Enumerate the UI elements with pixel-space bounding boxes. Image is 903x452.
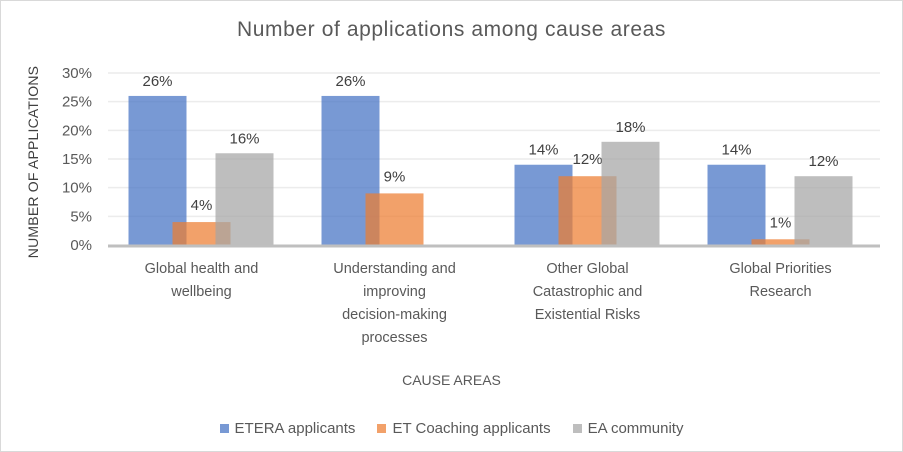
x-tick-label-line: processes xyxy=(361,330,428,346)
bar xyxy=(128,95,187,245)
data-label: 12% xyxy=(572,151,602,168)
x-tick-label: Understanding and improving decision-makin… xyxy=(310,258,480,350)
legend-item: ETERA applicants xyxy=(219,420,356,437)
data-label: 4% xyxy=(191,197,213,214)
legend-item: ET Coaching applicants xyxy=(377,420,551,437)
legend-label: ETERA applicants xyxy=(234,420,356,437)
x-tick-label-line: wellbeing xyxy=(171,284,232,300)
y-tick-label: 15% xyxy=(62,151,92,168)
x-tick-label-line: Global health and xyxy=(144,261,259,277)
bar xyxy=(365,193,424,245)
legend: ETERA applicants ET Coaching applicants EA… xyxy=(0,420,903,437)
y-tick-label: 20% xyxy=(62,122,92,139)
x-tick-label-line: Research xyxy=(749,284,812,300)
bar xyxy=(751,239,810,245)
x-tick-label-line: decision-making xyxy=(342,307,447,323)
y-tick-label: 25% xyxy=(62,94,92,111)
legend-swatch xyxy=(219,424,229,433)
legend-label: ET Coaching applicants xyxy=(392,420,551,437)
bar xyxy=(601,141,660,245)
data-label: 9% xyxy=(384,168,406,185)
x-tick-label-line: improving xyxy=(363,284,426,300)
x-tick-label-line: Catastrophic and xyxy=(532,284,643,300)
x-tick-label-line: Other Global xyxy=(546,261,629,277)
y-tick-label: 10% xyxy=(62,180,92,197)
chart-title: Number of applications among cause areas xyxy=(236,18,667,41)
y-tick-label: 30% xyxy=(62,65,92,82)
x-tick-label-line: Global Priorities xyxy=(729,261,832,277)
legend-label: EA community xyxy=(587,420,684,437)
data-label: 14% xyxy=(528,142,558,159)
x-tick-label: Global health and wellbeing xyxy=(117,258,287,304)
data-label: 26% xyxy=(142,73,172,90)
bar xyxy=(215,153,274,245)
data-label: 26% xyxy=(335,73,365,90)
y-tick-label: 5% xyxy=(70,208,92,225)
data-label: 12% xyxy=(808,153,838,170)
data-label: 16% xyxy=(229,130,259,147)
legend-item: EA community xyxy=(572,420,684,437)
bar xyxy=(794,176,853,245)
x-tick-label-line: Existential Risks xyxy=(534,307,641,323)
x-tick-label: Other Global Catastrophic and Existential … xyxy=(503,258,673,327)
data-label: 1% xyxy=(770,214,792,231)
y-tick-label: 0% xyxy=(70,237,92,254)
x-tick-label-line: Understanding and xyxy=(333,261,456,277)
x-tick-label: Global Priorities Research xyxy=(696,258,866,304)
x-axis-label: CAUSE AREAS xyxy=(402,372,501,388)
data-label: 18% xyxy=(615,119,645,136)
data-label: 14% xyxy=(721,142,751,159)
legend-swatch xyxy=(377,424,387,433)
legend-swatch xyxy=(572,424,582,433)
bar xyxy=(707,164,766,245)
